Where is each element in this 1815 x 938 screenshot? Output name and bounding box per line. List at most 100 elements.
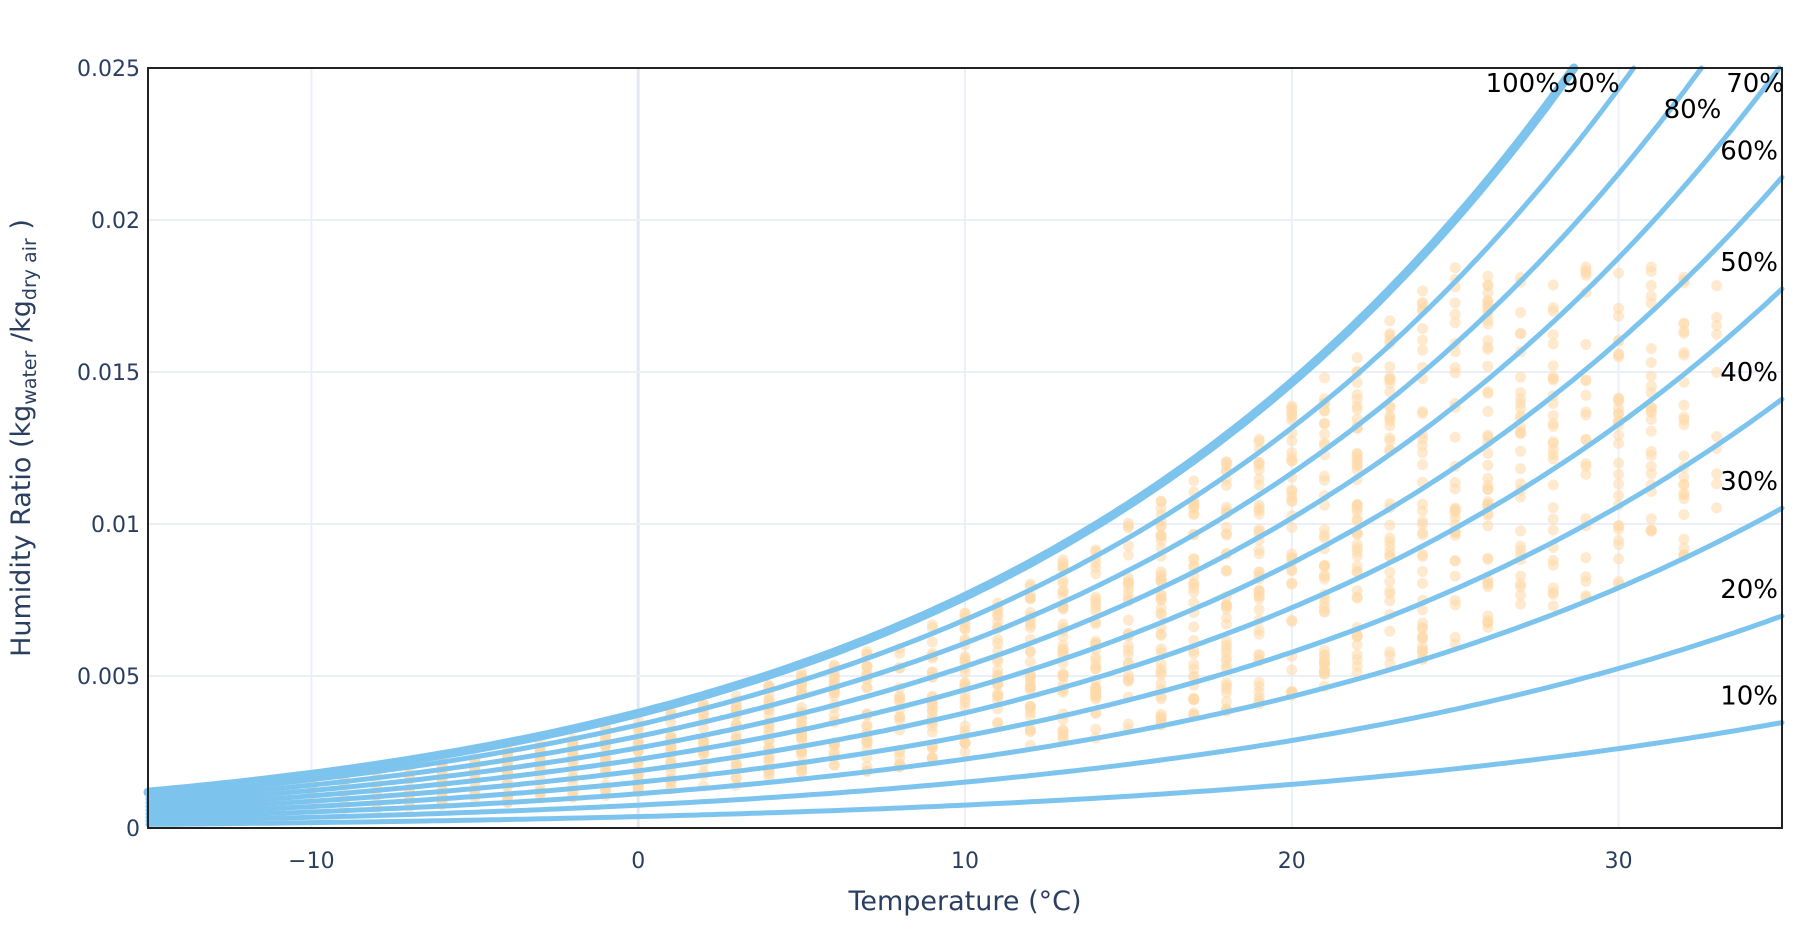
rh-label-50: 50%	[1720, 248, 1778, 278]
scatter-point	[1188, 509, 1200, 521]
rh-label-100: 100%	[1486, 69, 1560, 99]
scatter-point	[1449, 308, 1461, 320]
scatter-point	[1645, 356, 1657, 368]
scatter-point	[1613, 553, 1625, 565]
scatter-point	[894, 711, 906, 723]
scatter-point	[1580, 406, 1592, 418]
scatter-point	[1155, 708, 1167, 720]
scatter-point	[1384, 566, 1396, 578]
scatter-point	[1449, 431, 1461, 443]
scatter-point	[1351, 393, 1363, 405]
scatter-point	[926, 636, 938, 648]
scatter-point	[1286, 494, 1298, 506]
scatter-point	[1547, 305, 1559, 317]
rh-curve-80	[145, 65, 1704, 802]
scatter-point	[1253, 459, 1265, 471]
scatter-point	[1220, 456, 1232, 468]
scatter-point	[1580, 261, 1592, 273]
scatter-point	[1253, 433, 1265, 445]
scatter-point	[1384, 420, 1396, 432]
rh-curve-20	[145, 613, 1785, 824]
scatter-point	[1515, 371, 1527, 383]
scatter-point	[1384, 377, 1396, 389]
scatter-point	[1024, 622, 1036, 634]
scatter-point	[1449, 570, 1461, 582]
scatter-point	[1318, 569, 1330, 581]
scatter-point	[1613, 457, 1625, 469]
scatter-point	[1351, 447, 1363, 459]
scatter-point	[1515, 540, 1527, 552]
scatter-point	[1482, 429, 1494, 441]
y-tick-label: 0.02	[91, 209, 140, 234]
scatter-point	[1122, 649, 1134, 661]
scatter-point	[1220, 501, 1232, 513]
scatter-point	[1286, 521, 1298, 533]
scatter-point	[1547, 524, 1559, 536]
scatter-point	[1318, 417, 1330, 429]
scatter-point	[1547, 502, 1559, 514]
scatter-point	[1024, 700, 1036, 712]
scatter-point	[1645, 343, 1657, 355]
scatter-point	[1482, 615, 1494, 627]
scatter-point	[1711, 366, 1723, 378]
scatter-point	[1351, 660, 1363, 672]
scatter-point	[1220, 528, 1232, 540]
scatter-point	[1645, 449, 1657, 461]
scatter-point	[1547, 479, 1559, 491]
scatter-point	[828, 746, 840, 758]
scatter-point	[1613, 478, 1625, 490]
scatter-point	[1678, 399, 1690, 411]
scatter-point	[1678, 533, 1690, 545]
scatter-point	[1286, 664, 1298, 676]
scatter-point	[1384, 575, 1396, 587]
scatter-point	[796, 750, 808, 762]
scatter-point	[1318, 597, 1330, 609]
scatter-point	[1547, 600, 1559, 612]
scatter-point	[698, 736, 710, 748]
scatter-point	[959, 623, 971, 635]
scatter-point	[1286, 565, 1298, 577]
scatter-point	[1057, 725, 1069, 737]
scatter-point	[1417, 407, 1429, 419]
scatter-point	[1645, 460, 1657, 472]
y-axis-title-sub-dry-air: dry air	[19, 238, 41, 300]
scatter-point	[926, 704, 938, 716]
scatter-point	[1286, 455, 1298, 467]
scatter-point	[1384, 315, 1396, 327]
scatter-point	[1122, 522, 1134, 534]
y-axis-title-main: Humidity Ratio (kg	[6, 405, 37, 657]
scatter-point	[1417, 505, 1429, 517]
rh-curve-90	[145, 65, 1637, 799]
scatter-point	[1547, 420, 1559, 432]
rh-label-60: 60%	[1720, 136, 1778, 166]
scatter-point	[1482, 520, 1494, 532]
scatter-point	[1220, 599, 1232, 611]
scatter-point	[1613, 392, 1625, 404]
scatter-point	[1351, 560, 1363, 572]
scatter-point	[1090, 618, 1102, 630]
rh-label-80: 80%	[1664, 95, 1722, 125]
scatter-point	[1613, 310, 1625, 322]
scatter-point	[1547, 371, 1559, 383]
scatter-point	[1122, 549, 1134, 561]
rh-label-30: 30%	[1720, 467, 1778, 497]
scatter-point	[1515, 525, 1527, 537]
scatter-point	[1711, 478, 1723, 490]
scatter-point	[1417, 459, 1429, 471]
scatter-point	[1351, 352, 1363, 364]
scatter-point	[1613, 351, 1625, 363]
rh-curve-60	[145, 174, 1785, 809]
scatter-point	[1220, 612, 1232, 624]
scatter-point	[1547, 409, 1559, 421]
scatter-point	[1351, 639, 1363, 651]
scatter-point	[1384, 519, 1396, 531]
rh-curves	[143, 63, 1785, 827]
scatter-point	[1515, 570, 1527, 582]
scatter-point	[1188, 621, 1200, 633]
scatter-point	[1449, 507, 1461, 519]
rh-curve-40	[145, 396, 1785, 817]
scatter-point	[1318, 654, 1330, 666]
scatter-point	[1482, 496, 1494, 508]
